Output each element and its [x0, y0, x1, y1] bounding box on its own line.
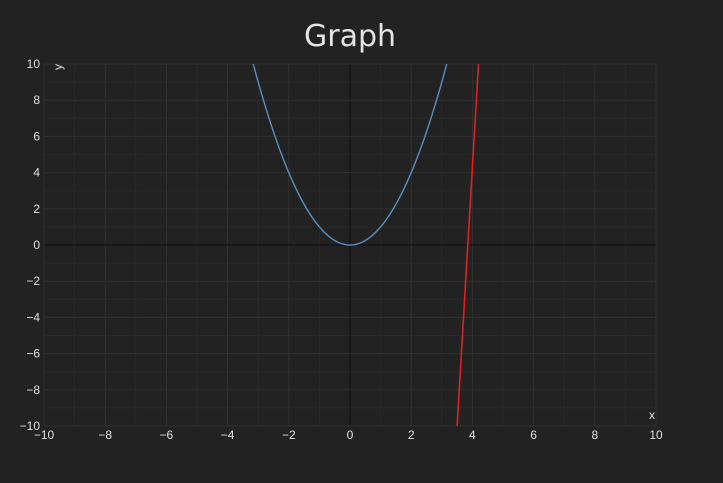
y-tick-label: 4	[33, 166, 40, 180]
series-curve-parabola	[252, 64, 448, 246]
x-tick-label: 0	[347, 428, 354, 442]
series-layer	[252, 64, 480, 426]
x-tick-label: −10	[34, 428, 55, 442]
y-tick-label: −8	[26, 383, 40, 397]
y-axis-label: y	[51, 64, 65, 70]
tick-labels: −10 −8 −6 −4 −2 0 2 4 6 8 10 −10 −8 −6 −4 −2 0 2 4 6 8 10	[20, 57, 663, 442]
y-tick-label: −10	[20, 419, 41, 433]
x-tick-label: −8	[98, 428, 112, 442]
y-tick-label: −6	[26, 347, 40, 361]
x-tick-label: 4	[469, 428, 476, 442]
y-tick-label: 10	[27, 57, 41, 71]
x-tick-label: −6	[160, 428, 174, 442]
y-tick-label: 2	[33, 202, 40, 216]
plot-area: −10 −8 −6 −4 −2 0 2 4 6 8 10 −10 −8 −6 −4 −2 0 2 4 6 8 10	[20, 57, 663, 442]
x-tick-label: 2	[408, 428, 415, 442]
x-axis-label: x	[649, 408, 655, 422]
y-tick-label: −2	[26, 274, 40, 288]
x-tick-label: 10	[649, 428, 663, 442]
series-line-red	[456, 64, 480, 426]
x-tick-label: −2	[282, 428, 296, 442]
y-tick-label: 8	[33, 93, 40, 107]
x-tick-label: −4	[221, 428, 235, 442]
x-tick-label: 8	[591, 428, 598, 442]
x-tick-label: 6	[530, 428, 537, 442]
chart-title: Graph	[304, 19, 396, 54]
y-tick-label: 6	[33, 129, 40, 143]
y-tick-label: −4	[26, 310, 40, 324]
y-tick-label: 0	[33, 238, 40, 252]
grid-layer	[43, 63, 657, 427]
